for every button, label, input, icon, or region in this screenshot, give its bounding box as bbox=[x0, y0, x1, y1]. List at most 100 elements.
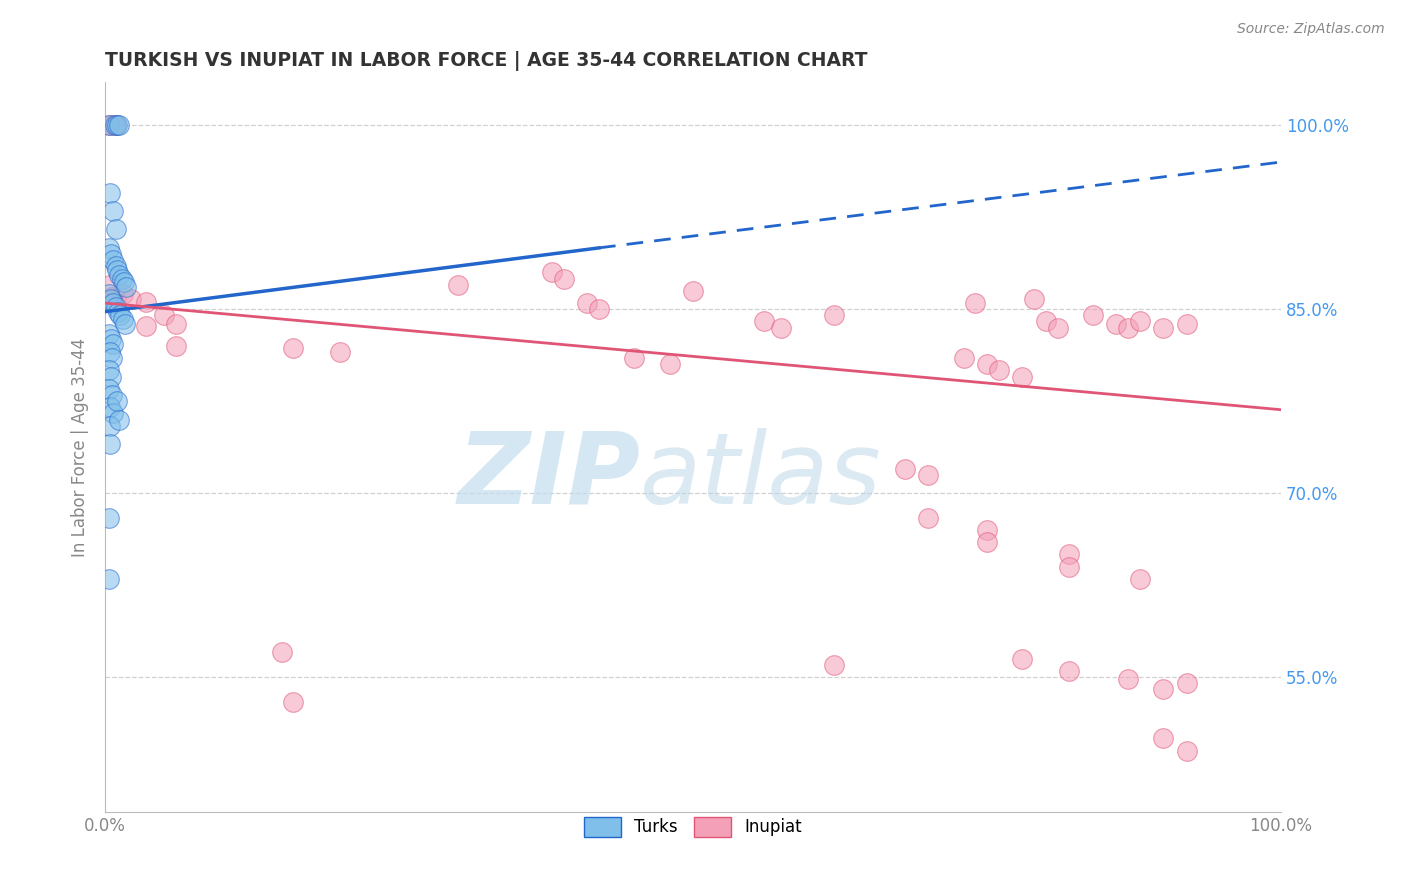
Point bbox=[1046, 320, 1069, 334]
Y-axis label: In Labor Force | Age 35-44: In Labor Force | Age 35-44 bbox=[72, 337, 89, 557]
Point bbox=[103, 118, 125, 132]
Point bbox=[98, 277, 121, 292]
Point bbox=[120, 293, 142, 307]
Point bbox=[165, 317, 187, 331]
Point bbox=[165, 339, 187, 353]
Point bbox=[270, 645, 292, 659]
Point bbox=[97, 382, 120, 396]
Point bbox=[104, 300, 127, 314]
Point bbox=[100, 247, 122, 261]
Point bbox=[952, 351, 974, 366]
Point bbox=[101, 290, 124, 304]
Point bbox=[104, 222, 127, 236]
Point bbox=[103, 296, 125, 310]
Point bbox=[105, 263, 128, 277]
Point bbox=[98, 186, 121, 200]
Point bbox=[1129, 572, 1152, 586]
Point bbox=[108, 412, 131, 426]
Point bbox=[111, 287, 134, 301]
Point bbox=[1022, 293, 1045, 307]
Point bbox=[115, 280, 138, 294]
Point bbox=[965, 296, 987, 310]
Legend: Turks, Inupiat: Turks, Inupiat bbox=[578, 810, 808, 844]
Point bbox=[105, 394, 128, 409]
Point bbox=[97, 510, 120, 524]
Point bbox=[752, 314, 775, 328]
Point bbox=[1175, 317, 1198, 331]
Point bbox=[97, 118, 120, 132]
Point bbox=[976, 357, 998, 371]
Point bbox=[135, 294, 157, 309]
Point bbox=[917, 467, 939, 482]
Point bbox=[111, 312, 134, 326]
Point bbox=[1035, 314, 1057, 328]
Point bbox=[553, 271, 575, 285]
Point bbox=[588, 302, 610, 317]
Text: ZIP: ZIP bbox=[457, 428, 640, 524]
Point bbox=[100, 332, 122, 346]
Point bbox=[97, 572, 120, 586]
Point bbox=[153, 308, 176, 322]
Point bbox=[97, 118, 120, 132]
Text: TURKISH VS INUPIAT IN LABOR FORCE | AGE 35-44 CORRELATION CHART: TURKISH VS INUPIAT IN LABOR FORCE | AGE … bbox=[105, 51, 868, 70]
Point bbox=[97, 326, 120, 341]
Point bbox=[98, 401, 121, 415]
Point bbox=[1152, 320, 1174, 334]
Point bbox=[105, 118, 128, 132]
Point bbox=[1129, 314, 1152, 328]
Point bbox=[1011, 369, 1033, 384]
Point bbox=[1059, 664, 1081, 678]
Point bbox=[823, 308, 845, 322]
Point bbox=[987, 363, 1010, 377]
Point bbox=[104, 118, 127, 132]
Point bbox=[111, 271, 134, 285]
Point bbox=[1152, 731, 1174, 746]
Point bbox=[103, 336, 125, 351]
Point bbox=[112, 275, 135, 289]
Point bbox=[1011, 651, 1033, 665]
Point bbox=[658, 357, 681, 371]
Point bbox=[100, 293, 122, 307]
Point bbox=[893, 461, 915, 475]
Point bbox=[1175, 743, 1198, 757]
Point bbox=[100, 369, 122, 384]
Point bbox=[104, 293, 127, 307]
Point bbox=[103, 204, 125, 219]
Point bbox=[976, 535, 998, 549]
Point bbox=[1059, 559, 1081, 574]
Point bbox=[682, 284, 704, 298]
Point bbox=[823, 657, 845, 672]
Point bbox=[917, 510, 939, 524]
Point bbox=[135, 319, 157, 334]
Point bbox=[98, 418, 121, 433]
Point bbox=[114, 317, 136, 331]
Point bbox=[1059, 548, 1081, 562]
Point bbox=[98, 345, 121, 359]
Point bbox=[1152, 682, 1174, 697]
Point bbox=[108, 118, 131, 132]
Point bbox=[447, 277, 470, 292]
Point bbox=[108, 268, 131, 282]
Point bbox=[283, 342, 305, 356]
Point bbox=[1081, 308, 1104, 322]
Point bbox=[98, 437, 121, 451]
Point bbox=[104, 259, 127, 273]
Point bbox=[1116, 320, 1139, 334]
Point bbox=[576, 296, 599, 310]
Point bbox=[101, 351, 124, 366]
Point bbox=[623, 351, 645, 366]
Point bbox=[283, 694, 305, 708]
Point bbox=[770, 320, 793, 334]
Point bbox=[97, 287, 120, 301]
Point bbox=[97, 363, 120, 377]
Point bbox=[104, 118, 127, 132]
Point bbox=[541, 265, 564, 279]
Point bbox=[976, 523, 998, 537]
Point bbox=[107, 304, 129, 318]
Point bbox=[329, 345, 352, 359]
Point bbox=[103, 253, 125, 268]
Point bbox=[101, 388, 124, 402]
Point bbox=[97, 241, 120, 255]
Point bbox=[1175, 676, 1198, 690]
Point bbox=[1105, 317, 1128, 331]
